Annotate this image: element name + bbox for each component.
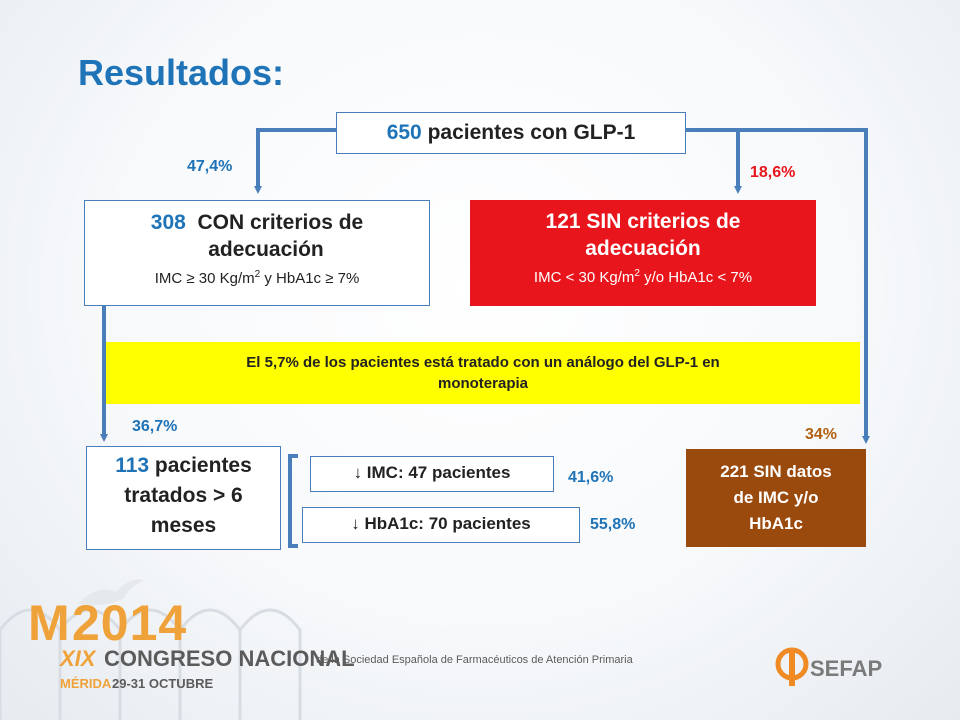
treated-line3: meses (150, 514, 217, 537)
total-count: 650 (386, 121, 422, 144)
pct-con: 47,4% (187, 158, 233, 175)
arrow-to-sin (686, 128, 742, 194)
no-data-line1: 221 SIN datos (720, 462, 832, 481)
con-criterios-box: 308 CON criterios de adecuación IMC ≥ 30… (84, 200, 430, 306)
treated-count: 113 (115, 454, 150, 477)
pct-hba: 55,8% (590, 516, 636, 533)
treated-line2: tratados > 6 (124, 484, 243, 507)
bracket (288, 454, 298, 548)
treated-line1: pacientes (149, 454, 252, 477)
imc-reduction-box: ↓ IMC: 47 pacientes (310, 456, 554, 492)
footer-roman: XIX (60, 646, 96, 671)
con-criteria: IMC ≥ 30 Kg/m2 y HbA1c ≥ 7% (154, 269, 360, 287)
arrow-to-con (254, 128, 336, 194)
no-data-box: 221 SIN datos de IMC y/o HbA1c (686, 449, 866, 547)
no-data-line3: HbA1c (749, 514, 803, 533)
footer-society: de la Sociedad Española de Farmacéuticos… (316, 654, 633, 666)
footer-sefap: SEFAP (810, 656, 883, 681)
pct-imc: 41,6% (568, 469, 614, 486)
con-line2: adecuación (208, 238, 324, 261)
arrow-to-no-data (686, 128, 870, 444)
arches-decoration (0, 608, 302, 720)
sin-criterios-box: 121 SIN criterios de adecuación IMC < 30… (470, 200, 816, 306)
sefap-logo-icon (775, 647, 809, 686)
footer-city: MÉRIDA (60, 676, 112, 691)
total-patients-box: 650 pacientes con GLP-1 (336, 112, 686, 154)
page-title: Resultados: (78, 52, 285, 93)
hba1c-reduction-box: ↓ HbA1c: 70 pacientes (302, 507, 580, 543)
pct-treated: 36,7% (132, 418, 178, 435)
no-data-line2: de IMC y/o (733, 488, 819, 507)
pct-sin: 18,6% (750, 164, 796, 181)
footer-congress: CONGRESO NACIONAL (104, 646, 355, 671)
sin-criteria: IMC < 30 Kg/m2 y/o HbA1c < 7% (533, 268, 753, 286)
total-label: pacientes con GLP-1 (421, 121, 636, 144)
sin-line2: adecuación (585, 237, 701, 260)
note-line1: El 5,7% de los pacientes está tratado co… (246, 354, 720, 371)
pct-no-data: 34% (805, 426, 838, 443)
sin-line1: 121 SIN criterios de (545, 210, 741, 233)
footer-year: 2014 (72, 595, 188, 651)
note-line2: monoterapia (437, 375, 528, 392)
monotherapy-note: El 5,7% de los pacientes está tratado co… (106, 342, 860, 404)
footer-dates: 29-31 OCTUBRE (112, 676, 214, 691)
bird-logo-icon (78, 579, 144, 606)
treated-box: 113 pacientes tratados > 6 meses (86, 446, 281, 550)
con-count: 308 (150, 211, 186, 234)
con-line1: CON criterios de (197, 211, 364, 234)
footer-logo-m: M (28, 595, 70, 651)
